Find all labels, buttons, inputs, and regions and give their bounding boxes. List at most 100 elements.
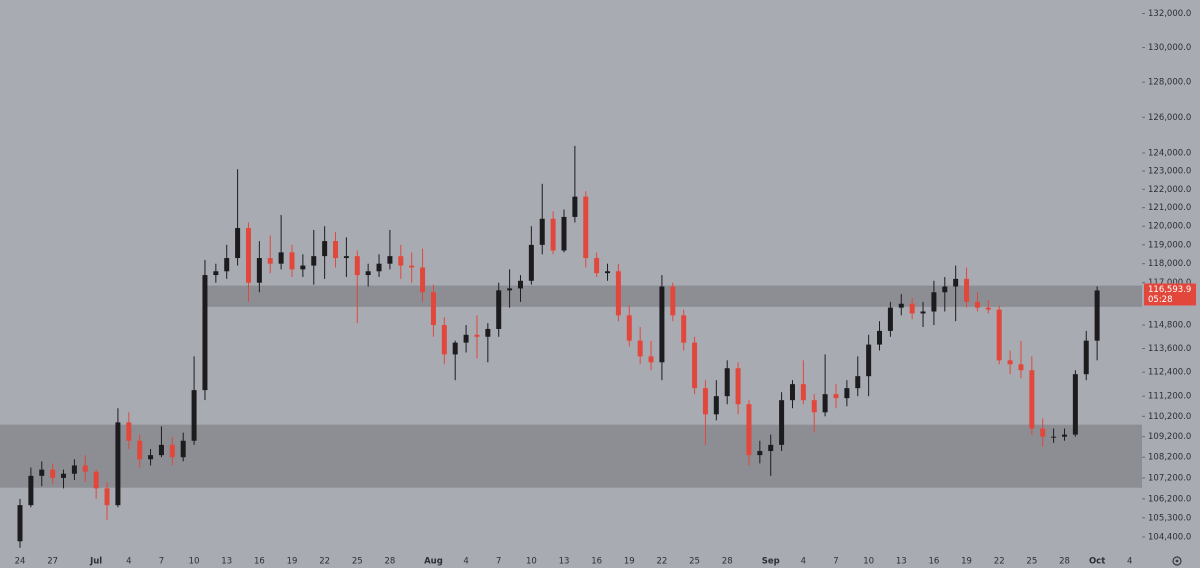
candle-body: [245, 228, 251, 283]
x-tick-label: 4: [126, 557, 131, 567]
candle-body: [659, 286, 665, 363]
candle-body: [898, 303, 904, 308]
candle-body: [637, 340, 643, 357]
x-tick-label: Sep: [762, 557, 780, 567]
candle-body: [235, 228, 241, 259]
x-tick-label: 19: [624, 557, 635, 567]
candle-body: [550, 218, 556, 251]
x-tick-label: Aug: [424, 557, 443, 567]
candle-body: [692, 342, 698, 389]
candle-body: [202, 275, 208, 391]
candle-body: [148, 455, 154, 460]
x-tick-label: 22: [319, 557, 330, 567]
x-tick-label: 13: [896, 557, 907, 567]
candle-body: [800, 384, 806, 401]
y-tick-label: 124,000.0: [1148, 149, 1191, 159]
candle-body: [855, 376, 861, 389]
candle-body: [942, 286, 948, 293]
candle-body: [594, 258, 600, 274]
y-tick-label: 112,400.0: [1148, 368, 1191, 378]
candle-body: [539, 218, 545, 245]
candle-body: [452, 342, 458, 355]
x-tick-label: 28: [1059, 557, 1070, 567]
x-tick-label: 27: [47, 557, 58, 567]
price-zone: [0, 424, 1142, 488]
y-tick-label: 128,000.0: [1148, 78, 1191, 88]
y-tick-label: 120,000.0: [1148, 222, 1191, 232]
candle-body: [278, 252, 284, 264]
candle-body: [1051, 436, 1057, 438]
y-tick-label: 110,200.0: [1148, 412, 1191, 422]
candle-body: [1072, 374, 1078, 435]
gear-center: [1175, 559, 1179, 563]
candle-body: [343, 256, 349, 259]
x-tick-label: 10: [526, 557, 537, 567]
countdown: 05:28: [1148, 295, 1173, 305]
y-tick-label: 105,300.0: [1148, 513, 1191, 523]
candle-body: [811, 400, 817, 413]
candle-body: [779, 400, 785, 445]
y-tick-label: 114,800.0: [1148, 321, 1191, 331]
x-tick-label: 16: [929, 557, 940, 567]
last-price-label: 116,593.9: [1148, 285, 1191, 295]
y-tick-label: 108,200.0: [1148, 453, 1191, 463]
y-tick-label: 132,000.0: [1148, 9, 1191, 19]
candle-body: [909, 303, 915, 314]
x-tick-label: 13: [221, 557, 232, 567]
x-tick-label: 10: [863, 557, 874, 567]
candle-body: [833, 394, 839, 399]
candle-body: [191, 390, 197, 441]
x-tick-label: 19: [287, 557, 298, 567]
candle-body: [1083, 340, 1089, 375]
candle-body: [605, 271, 611, 274]
candle-body: [420, 267, 426, 293]
candle-body: [71, 465, 77, 474]
candle-body: [93, 471, 99, 489]
candle-body: [485, 328, 491, 337]
candle-body: [985, 307, 991, 310]
x-tick-label: 22: [657, 557, 668, 567]
axes: 132,000.0 130,000.0 128,000.0 126,000.0 124,…: [15, 9, 1196, 567]
y-tick-label: 111,200.0: [1148, 392, 1191, 402]
y-tick-label: 117,000.0: [1148, 278, 1191, 288]
candle-body: [561, 216, 567, 251]
candle-body: [365, 271, 371, 276]
candle-body: [61, 473, 67, 478]
settings-icon[interactable]: [1172, 556, 1182, 566]
candle-body: [866, 344, 872, 377]
candle-body: [964, 278, 970, 302]
candle-body: [572, 196, 578, 217]
candle-body: [39, 469, 45, 476]
candle-body: [322, 241, 328, 257]
y-tick-label: 122,000.0: [1148, 185, 1191, 195]
candle-body: [615, 271, 621, 316]
candle-body: [1061, 434, 1067, 437]
y-tick-label: 107,200.0: [1148, 473, 1191, 483]
x-tick-label: 16: [591, 557, 602, 567]
candle-body: [583, 196, 589, 259]
x-tick-label: 16: [254, 557, 265, 567]
candle-body: [1094, 290, 1100, 341]
x-tick-label: Oct: [1089, 557, 1105, 567]
candle-body: [920, 311, 926, 314]
x-tick-label: 4: [1127, 557, 1132, 567]
x-tick-label: 24: [15, 557, 26, 567]
gear-ring: [1172, 556, 1182, 566]
candle-body: [626, 315, 632, 341]
candle-body: [724, 368, 730, 397]
candle-body: [430, 292, 436, 326]
x-tick-label: 25: [689, 557, 700, 567]
candle-body: [387, 256, 393, 264]
candle-body: [213, 271, 219, 276]
candle-body: [517, 280, 523, 289]
y-tick-label: 109,200.0: [1148, 432, 1191, 442]
candle-body: [398, 256, 404, 266]
candle-body: [333, 241, 339, 259]
y-tick-label: 104,400.0: [1148, 532, 1191, 542]
x-tick-label: 28: [722, 557, 733, 567]
candle-body: [300, 265, 306, 270]
candle-body: [441, 325, 447, 355]
x-tick-label: 22: [994, 557, 1005, 567]
candle-body: [289, 252, 295, 270]
